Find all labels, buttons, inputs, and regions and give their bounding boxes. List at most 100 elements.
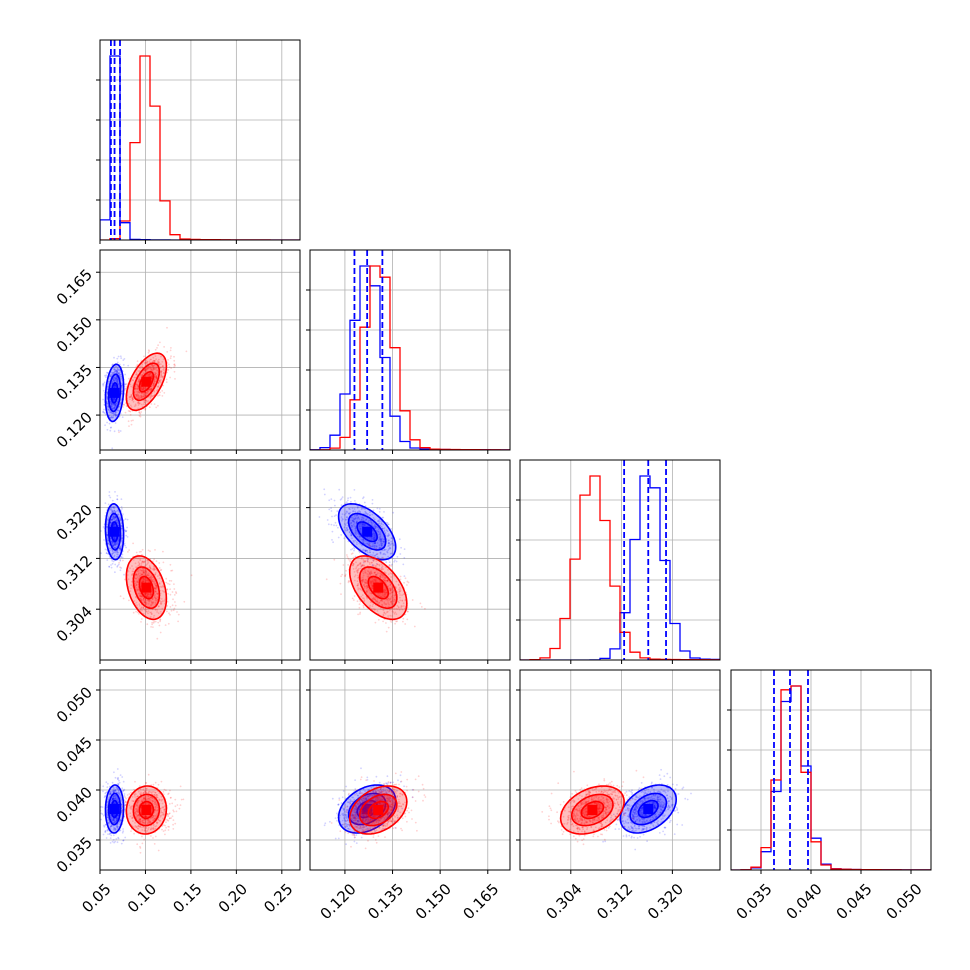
scatter-point <box>136 384 139 387</box>
scatter-point <box>105 374 108 377</box>
panel-content <box>102 326 188 450</box>
scatter-point <box>158 562 161 564</box>
scatter-point <box>152 581 155 583</box>
scatter-point <box>153 587 156 590</box>
scatter-point <box>118 369 121 371</box>
scatter-point <box>366 586 369 588</box>
scatter-point <box>136 363 139 366</box>
scatter-point <box>130 385 133 388</box>
scatter-point <box>138 391 141 394</box>
scatter-point <box>126 536 129 538</box>
scatter-point <box>362 560 365 563</box>
scatter-point <box>364 549 367 552</box>
scatter-point <box>143 601 146 604</box>
density-peak <box>362 526 373 537</box>
scatter-point <box>394 559 396 562</box>
scatter-point <box>376 600 378 603</box>
scatter-point <box>171 591 174 593</box>
scatter-point <box>150 575 153 577</box>
scatter-point <box>379 536 382 539</box>
scatter-point <box>127 599 130 602</box>
scatter-point <box>403 557 406 559</box>
scatter-point <box>115 377 118 380</box>
scatter-point <box>111 412 113 415</box>
scatter-point <box>351 524 353 527</box>
scatter-point <box>402 593 405 596</box>
scatter-point <box>364 539 367 542</box>
scatter-point <box>146 592 149 595</box>
scatter-point <box>366 542 369 545</box>
scatter-point <box>149 550 151 553</box>
scatter-point <box>375 600 377 602</box>
scatter-point <box>327 523 330 526</box>
scatter-point <box>160 603 162 605</box>
scatter-point <box>136 360 139 363</box>
scatter-point <box>367 575 370 578</box>
scatter-point <box>347 497 349 500</box>
scatter-point <box>369 545 372 548</box>
scatter-point <box>152 368 155 370</box>
scatter-point <box>129 567 131 570</box>
scatter-point <box>369 511 371 514</box>
scatter-point <box>352 523 355 526</box>
scatter-point <box>147 390 150 393</box>
scatter-point <box>115 413 118 416</box>
scatter-point <box>384 580 386 583</box>
scatter-point <box>360 589 362 591</box>
scatter-point <box>134 404 137 407</box>
scatter-point <box>141 388 144 391</box>
panel-frame <box>99 39 301 241</box>
scatter-point <box>124 373 127 376</box>
scatter-point <box>328 499 331 502</box>
scatter-point <box>154 348 157 351</box>
scatter-point <box>371 564 374 566</box>
scatter-point <box>115 414 117 417</box>
scatter-point <box>388 539 390 541</box>
scatter-point <box>335 514 337 516</box>
scatter-point <box>361 597 364 599</box>
scatter-point <box>154 590 157 593</box>
scatter-point <box>112 817 115 820</box>
scatter-point <box>143 593 146 595</box>
scatter-point <box>380 599 383 601</box>
density-contour <box>107 373 122 413</box>
scatter-point <box>346 554 348 556</box>
scatter-point <box>359 611 362 614</box>
scatter-point <box>355 533 357 535</box>
scatter-point <box>142 388 145 391</box>
scatter-point <box>399 588 402 590</box>
scatter-point <box>103 824 105 827</box>
scatter-point <box>356 580 359 583</box>
scatter-point <box>159 620 162 623</box>
scatter-point <box>129 404 132 407</box>
scatter-point <box>145 599 147 601</box>
scatter-point <box>385 591 387 594</box>
scatter-point <box>115 404 118 407</box>
scatter-point <box>151 360 154 363</box>
scatter-point <box>105 413 107 416</box>
scatter-point <box>155 377 158 380</box>
scatter-point <box>111 407 114 410</box>
scatter-point <box>115 379 117 381</box>
scatter-point <box>110 406 113 408</box>
scatter-point <box>116 797 119 800</box>
scatter-point <box>357 584 359 586</box>
scatter-point <box>369 574 372 576</box>
scatter-point <box>140 411 143 413</box>
scatter-point <box>124 411 127 414</box>
scatter-point <box>120 506 123 508</box>
scatter-point <box>122 559 124 562</box>
scatter-point <box>334 521 337 524</box>
scatter-point <box>153 391 156 393</box>
scatter-point <box>143 401 146 404</box>
scatter-point <box>156 608 159 611</box>
scatter-point <box>360 565 363 568</box>
scatter-point <box>163 346 166 348</box>
scatter-point <box>144 593 146 596</box>
scatter-point <box>340 593 342 595</box>
scatter-point <box>383 527 386 530</box>
scatter-point <box>357 574 359 577</box>
scatter-point <box>113 543 116 545</box>
scatter-point <box>350 534 353 537</box>
scatter-point <box>113 407 115 410</box>
